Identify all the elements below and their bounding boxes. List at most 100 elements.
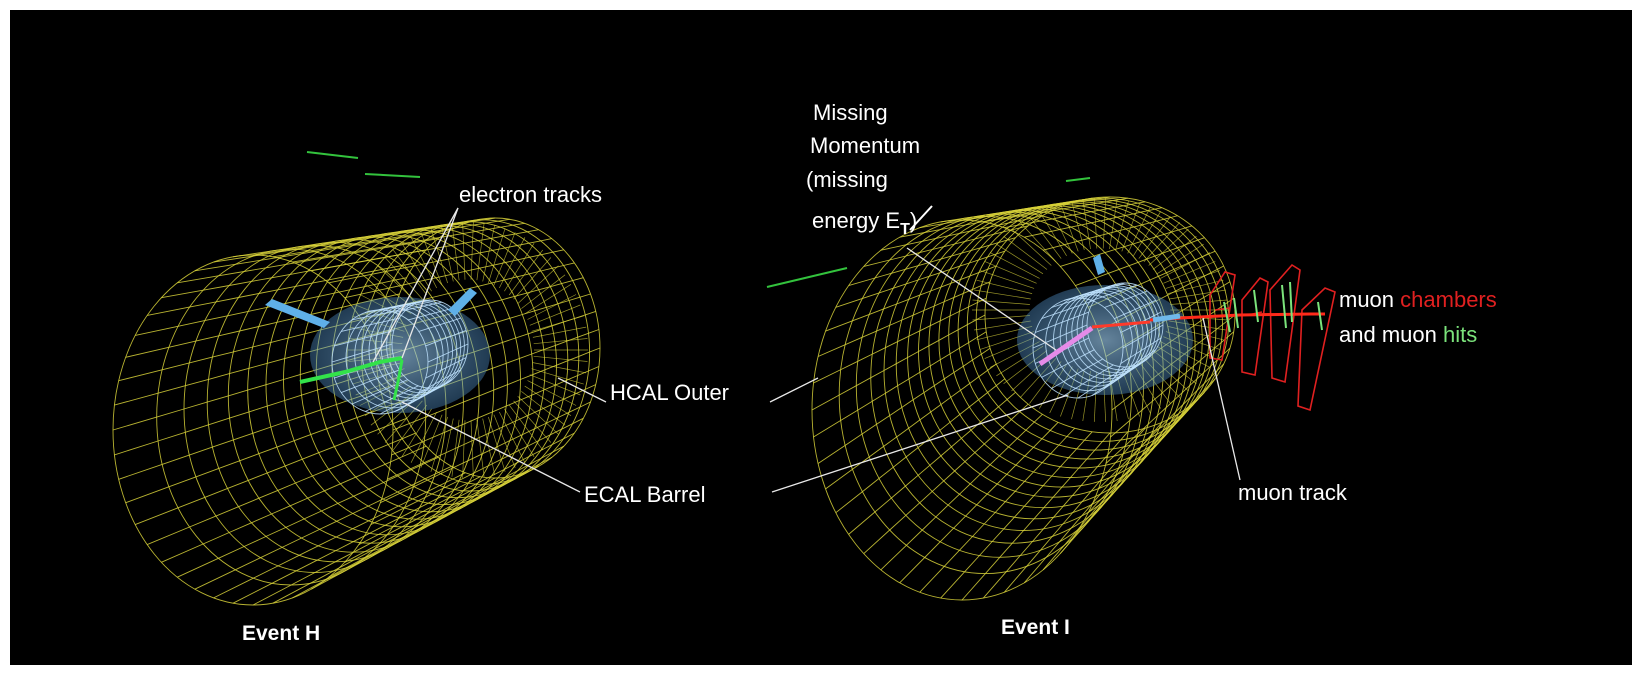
- meshH-wire-80: [430, 416, 448, 472]
- energy-deposit-h-1: [265, 299, 330, 328]
- meshI-wire-125: [1165, 270, 1220, 289]
- stray-hit-i-2: [1065, 177, 1091, 182]
- meshI-wire-55: [957, 200, 1217, 460]
- ecalMeshH-wire-21: [345, 307, 438, 409]
- stray-hit-h-2: [364, 173, 421, 178]
- meshH-wire-19: [125, 401, 400, 504]
- electron-track-2: [392, 359, 404, 401]
- meshI-wire-23: [813, 297, 987, 384]
- meshH-wire-128: [533, 338, 588, 345]
- meshI-wire-9: [1003, 427, 1146, 593]
- meshH-wire-126: [531, 315, 584, 332]
- meshH-wire-4: [370, 417, 584, 526]
- label-missing-3: (missing: [806, 167, 888, 192]
- meshI-wire-107: [1049, 206, 1073, 254]
- muon-chamber-2: [1241, 276, 1269, 376]
- missing-et-subscript: T: [900, 221, 910, 238]
- leader-hcal-left: [557, 377, 607, 403]
- meshI-wire-110: [1082, 198, 1091, 250]
- meshH-wire-68: [513, 400, 552, 443]
- meshH-wire-102: [377, 265, 419, 304]
- muon-chamber-3: [1269, 263, 1301, 384]
- muon-chamber-4: [1297, 287, 1336, 412]
- label-missing-1: Missing: [813, 100, 888, 125]
- meshH-wire-61: [532, 362, 587, 374]
- meshI-wire-106: [1039, 211, 1067, 256]
- meshI-wire-123: [1160, 252, 1211, 279]
- meshI-wire-109: [1071, 200, 1085, 250]
- ecalMeshH-wire-22: [354, 305, 444, 405]
- meshI-wire-112: [1102, 198, 1107, 249]
- hcal-outer-mesh-h: [112, 217, 601, 606]
- meshH-wire-122: [521, 274, 566, 309]
- ecalMeshI-wire-27: [1081, 283, 1160, 371]
- meshI-wire-122: [1156, 243, 1204, 275]
- leader-lines: [372, 207, 1241, 493]
- meshH-wire-17: [147, 432, 416, 546]
- label-muon-track: muon track: [1238, 480, 1348, 505]
- event-display-canvas: electron tracks HCAL Outer ECAL Barrel M…: [10, 10, 1632, 665]
- meshI-wire-22: [811, 314, 986, 411]
- meshI-wire-117: [1133, 211, 1161, 256]
- meshH-wire-81: [420, 414, 443, 468]
- meshI-wire-104: [1019, 222, 1057, 263]
- meshH-wire-66: [521, 391, 566, 426]
- meshI-wire-114: [1115, 200, 1129, 250]
- meshH-wire-120: [513, 257, 552, 300]
- label-hits-colored: hits: [1443, 322, 1477, 347]
- meshI-wire-120: [1148, 228, 1189, 266]
- meshI-wire-113: [1109, 198, 1118, 250]
- missing-et-track: [1038, 325, 1094, 367]
- muon-chambers: [1209, 263, 1336, 412]
- meshI-wire-96: [974, 289, 1031, 300]
- meshI-wire-16: [863, 403, 1029, 554]
- meshH-wire-108: [430, 228, 448, 284]
- meshI-wire-116: [1127, 206, 1151, 254]
- meshI-wire-20: [817, 347, 991, 464]
- label-electron-tracks: electron tracks: [459, 182, 602, 207]
- meshH-wire-44: [112, 254, 394, 606]
- meshH-wire-112: [470, 222, 474, 280]
- electron-track-1: [299, 356, 403, 384]
- meshI-wire-124: [1163, 261, 1216, 284]
- meshI-wire-26: [835, 250, 1005, 308]
- meshH-wire-78: [451, 419, 460, 477]
- meshI-wire-17: [848, 391, 1016, 535]
- meshI-wire-102: [1003, 236, 1048, 270]
- ecalMeshH-wire-28: [391, 299, 469, 389]
- leader-ecal-right: [771, 394, 1069, 493]
- meshH-wire-117: [498, 237, 526, 289]
- stray-hit-i-1: [766, 267, 848, 288]
- label-missing-4: energy ET): [812, 208, 917, 238]
- meshH-wire-124: [527, 294, 577, 320]
- meshH-wire-60: [533, 355, 588, 362]
- meshH-wire-115: [488, 228, 506, 284]
- meshH-wire-84: [392, 404, 428, 451]
- stray-hit-h-1: [306, 151, 359, 159]
- meshI-wire-54: [948, 201, 1210, 469]
- meshH-wire-83: [401, 408, 432, 457]
- meshH-wire-30: [194, 229, 452, 272]
- meshH-wire-18: [135, 417, 407, 526]
- detector-event-i: [766, 177, 1336, 601]
- label-muon-hits: and muon hits: [1339, 322, 1477, 347]
- meshI-wire-95: [972, 299, 1030, 305]
- ecalMeshI-wire-28: [1086, 282, 1164, 368]
- label-missing-2: Momentum: [810, 133, 920, 158]
- label-hcal-outer: HCAL Outer: [610, 380, 729, 405]
- meshI-wire-103: [1011, 228, 1052, 266]
- meshH-wire-76: [470, 420, 474, 478]
- meshI-wire-108: [1060, 203, 1079, 252]
- meshI-wire-127: [1169, 289, 1226, 300]
- muon-hits: [1223, 281, 1323, 333]
- meshH-wire-114: [482, 225, 496, 282]
- meshH-wire-111: [462, 222, 466, 280]
- leader-hcal-right: [769, 377, 819, 403]
- leader-electron-1: [372, 207, 459, 363]
- label-muon-chambers: muon chambers: [1339, 287, 1497, 312]
- meshH-wire-72: [493, 414, 516, 468]
- meshI-wire-105: [1029, 216, 1062, 259]
- meshI-wire-115: [1121, 203, 1140, 252]
- missing-et-slash: [909, 205, 933, 231]
- meshH-wire-75: [476, 419, 485, 477]
